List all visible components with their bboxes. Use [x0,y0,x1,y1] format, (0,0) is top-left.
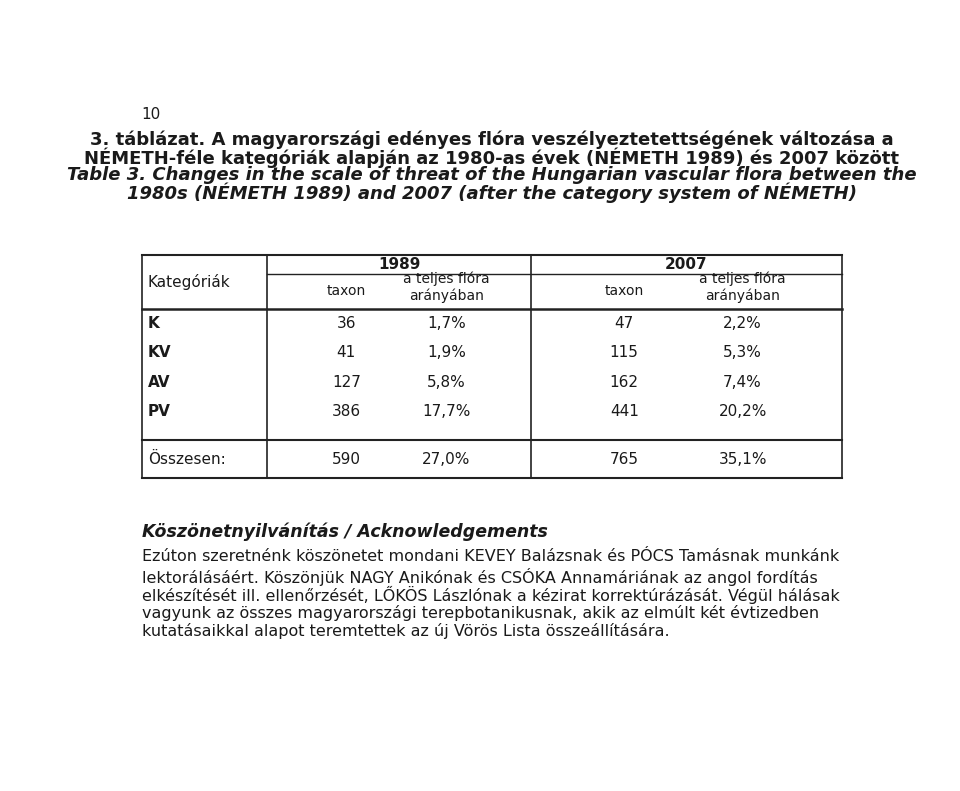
Text: kutatásaikkal alapot teremtettek az új Vörös Lista összeállítására.: kutatásaikkal alapot teremtettek az új V… [142,623,669,639]
Text: 5,3%: 5,3% [723,346,762,361]
Text: elkészítését ill. ellenőrzését, LŐKÖS Lászlónak a kézirat korrektúrázását. Végül: elkészítését ill. ellenőrzését, LŐKÖS Lá… [142,586,839,604]
Text: 162: 162 [610,375,638,390]
Text: 1989: 1989 [378,257,420,272]
Text: KV: KV [148,346,172,361]
Text: 7,4%: 7,4% [723,375,762,390]
Text: 590: 590 [332,452,361,467]
Text: 441: 441 [610,404,638,419]
Text: 1,7%: 1,7% [427,316,466,331]
Text: a teljes flóra
arányában: a teljes flóra arányában [699,272,786,303]
Text: NÉMETH-féle kategóriák alapján az 1980-as évek (NÉMETH 1989) és 2007 között: NÉMETH-féle kategóriák alapján az 1980-a… [84,147,900,168]
Text: vagyunk az összes magyarországi terepbotanikusnak, akik az elmúlt két évtizedben: vagyunk az összes magyarországi terepbot… [142,604,819,621]
Text: 41: 41 [337,346,356,361]
Text: 115: 115 [610,346,638,361]
Text: 2,2%: 2,2% [723,316,762,331]
Text: 386: 386 [332,404,361,419]
Text: AV: AV [148,375,171,390]
Text: lektorálásáért. Köszönjük NAGY Anikónak és CSÓKA Annamáriának az angol fordítás: lektorálásáért. Köszönjük NAGY Anikónak … [142,568,818,585]
Text: 36: 36 [337,316,356,331]
Text: 17,7%: 17,7% [422,404,470,419]
Text: 10: 10 [142,108,161,123]
Text: Table 3. Changes in the scale of threat of the Hungarian vascular flora between : Table 3. Changes in the scale of threat … [67,166,917,184]
Text: Összesen:: Összesen: [148,452,226,467]
Text: Ezúton szeretnénk köszönetet mondani KEVEY Balázsnak és PÓCS Tamásnak munkánk: Ezúton szeretnénk köszönetet mondani KEV… [142,549,839,564]
Text: 27,0%: 27,0% [422,452,470,467]
Text: Köszönetnyilvánítás / Acknowledgements: Köszönetnyilvánítás / Acknowledgements [142,522,547,541]
Text: 35,1%: 35,1% [718,452,767,467]
Text: 2007: 2007 [665,257,708,272]
Text: 127: 127 [332,375,361,390]
Text: PV: PV [148,404,171,419]
Text: a teljes flóra
arányában: a teljes flóra arányában [403,272,490,303]
Text: taxon: taxon [326,284,366,298]
Text: 765: 765 [610,452,638,467]
Text: 1980s (NÉMETH 1989) and 2007 (after the category system of NÉMETH): 1980s (NÉMETH 1989) and 2007 (after the … [127,183,857,203]
Text: taxon: taxon [605,284,644,298]
Text: 20,2%: 20,2% [718,404,767,419]
Text: 47: 47 [614,316,634,331]
Text: 1,9%: 1,9% [427,346,466,361]
Text: Kategóriák: Kategóriák [148,274,230,290]
Text: K: K [148,316,159,331]
Text: 3. táblázat. A magyarországi edényes flóra veszélyeztetettségének változása a: 3. táblázat. A magyarországi edényes fló… [90,131,894,149]
Text: 5,8%: 5,8% [427,375,466,390]
